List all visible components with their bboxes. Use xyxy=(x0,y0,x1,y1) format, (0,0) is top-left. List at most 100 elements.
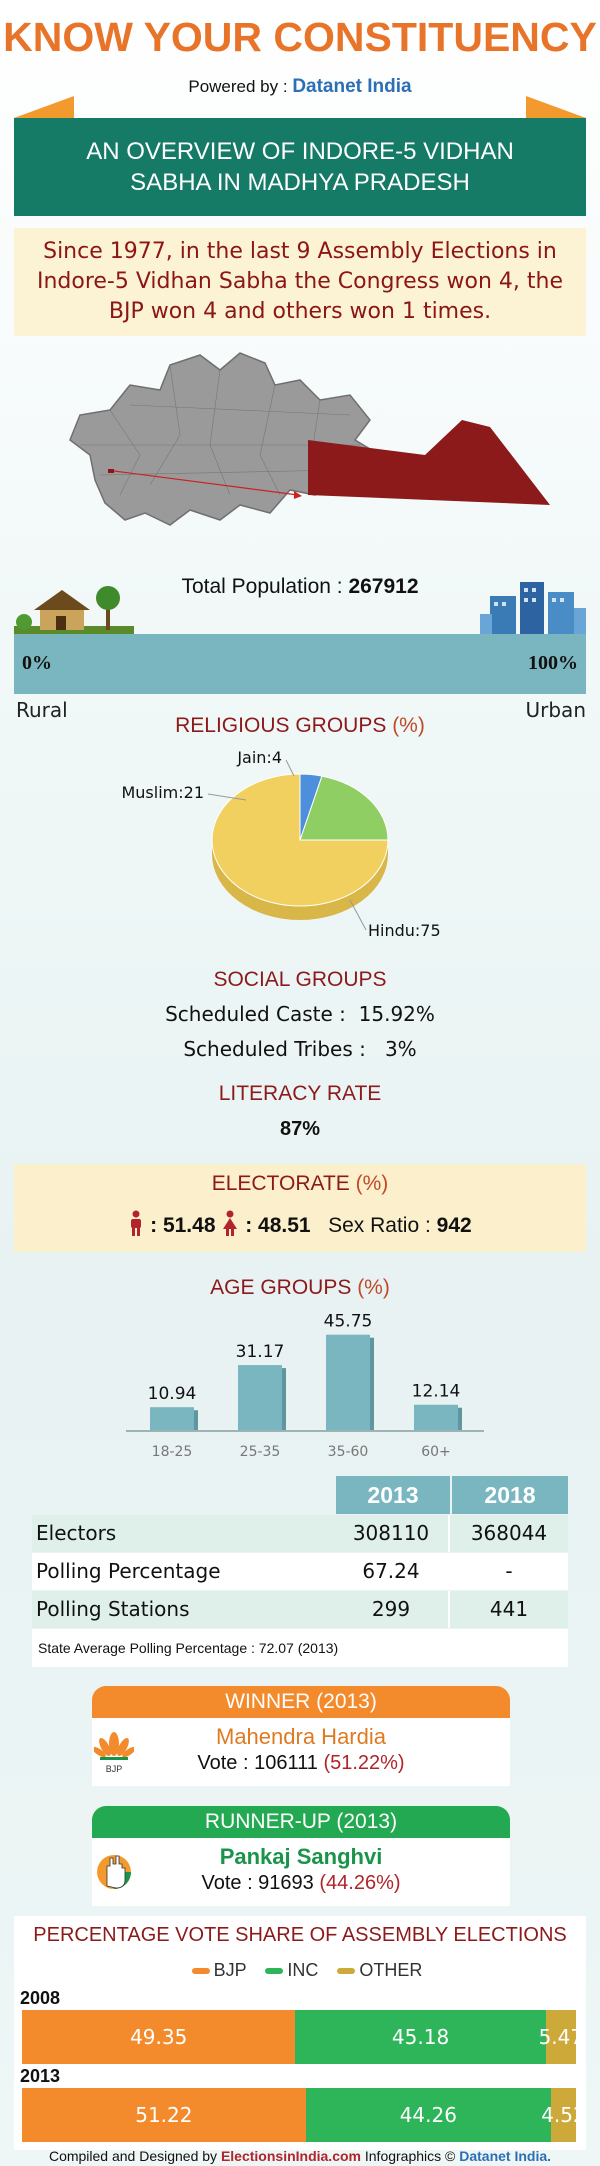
age-value-label: 10.94 xyxy=(148,1384,197,1404)
runner-up-vote-label: Vote : 91693 xyxy=(201,1872,320,1894)
runner-up-year: (2013) xyxy=(336,1810,398,1833)
state-map-illustration xyxy=(69,352,550,526)
table-row: Polling Stations 299 441 xyxy=(32,1591,568,1628)
row-value-2013: 67.24 xyxy=(334,1553,450,1590)
religious-heading-unit: (%) xyxy=(392,714,425,737)
election-summary: Since 1977, in the last 9 Assembly Elect… xyxy=(14,228,586,336)
powered-by: Powered by : Datanet India xyxy=(0,76,600,98)
row-value-2018: - xyxy=(505,1559,513,1583)
age-heading-text: AGE GROUPS xyxy=(210,1276,352,1299)
age-groups-heading: AGE GROUPS (%) xyxy=(0,1276,600,1300)
vote-share-bar-2013: 51.22 44.26 4.52 xyxy=(22,2088,586,2142)
winner-card: WINNER (2013) BJP Mahendra Hardia Vote :… xyxy=(92,1686,510,1786)
age-bars: 10.94 18-25 31.17 25-35 45.75 35-60 12.14 60+ xyxy=(126,1312,484,1460)
age-bar-shade xyxy=(282,1368,286,1430)
lotus-icon: BJP xyxy=(94,1732,134,1774)
st-label: Scheduled Tribes : xyxy=(183,1037,366,1061)
row-value-2018: 441 xyxy=(489,1597,529,1621)
rural-urban-bar xyxy=(14,634,586,694)
legend-swatch-bjp xyxy=(191,1968,210,1975)
elections-in-india-link[interactable]: ElectionsinIndia.com xyxy=(220,2148,361,2164)
winner-body: BJP Mahendra Hardia Vote : 106111 (51.22… xyxy=(92,1718,510,1786)
literacy-heading: LITERACY RATE xyxy=(218,1082,382,1105)
legend-swatch-inc xyxy=(265,1968,284,1975)
pie-slice-muslim xyxy=(299,775,389,841)
runner-up-header: RUNNER-UP (2013) xyxy=(92,1806,510,1838)
winner-year: (2013) xyxy=(316,1690,377,1713)
elections-table: 2013 2018 Electors 308110 368044 Polling… xyxy=(32,1476,568,1667)
row-label: Polling Stations xyxy=(36,1597,190,1621)
runner-up-card: RUNNER-UP (2013) Pankaj Sanghvi Vote : 9… xyxy=(92,1806,510,1906)
age-groups-bar-chart: 10.94 18-25 31.17 25-35 45.75 35-60 12.14 60+ xyxy=(126,1312,484,1460)
footer-prefix: Compiled and Designed by xyxy=(48,2148,221,2164)
vote-segment-bjp-2008: 49.35 xyxy=(22,2010,296,2064)
winner-vote-label: Vote : 106111 xyxy=(197,1752,324,1774)
sex-ratio-label: Sex Ratio : xyxy=(328,1214,437,1237)
row-value-2018: 368044 xyxy=(470,1521,548,1545)
literacy-value: 87% xyxy=(279,1118,321,1140)
age-value-label: 45.75 xyxy=(324,1312,373,1332)
winner-header: WINNER (2013) xyxy=(92,1686,510,1718)
population-value: 267912 xyxy=(348,575,419,598)
age-category-label: 60+ xyxy=(421,1444,451,1460)
powered-prefix: Powered by : xyxy=(188,77,293,96)
vote-segment-bjp-2013: 51.22 xyxy=(22,2088,306,2142)
constituency-shape xyxy=(308,420,550,505)
age-bar-35-60 xyxy=(326,1334,370,1430)
vote-segment-inc-2008: 45.18 xyxy=(295,2010,546,2064)
row-value-2013: 308110 xyxy=(334,1515,450,1552)
electorate-panel xyxy=(14,1164,586,1252)
year-label-2013: 2013 xyxy=(20,2066,61,2086)
male-icon xyxy=(131,1210,142,1236)
footer: Compiled and Designed by ElectionsinIndi… xyxy=(0,2146,600,2166)
bjp-logo-text: BJP xyxy=(106,1764,123,1774)
ribbon-fold-right xyxy=(526,96,586,118)
pie-label-hindu: Hindu:75 xyxy=(368,921,441,940)
urban-city-icon xyxy=(480,582,586,638)
scheduled-caste-row: Scheduled Caste : 15.92% xyxy=(0,1002,600,1026)
pie-label-jain: Jain:4 xyxy=(236,750,282,767)
col-2018-header: 2018 xyxy=(452,1476,568,1514)
datanet-india-link[interactable]: Datanet India. xyxy=(459,2148,552,2164)
age-category-label: 35-60 xyxy=(328,1444,369,1460)
legend-label-inc: INC xyxy=(287,1960,319,1980)
row-value-2013: 299 xyxy=(334,1591,450,1628)
urban-label: Urban xyxy=(525,698,587,722)
ribbon-fold-left xyxy=(14,96,74,118)
legend-label-bjp: BJP xyxy=(213,1960,247,1980)
madhya-pradesh-map xyxy=(69,352,382,526)
runner-up-name: Pankaj Sanghvi xyxy=(219,1844,383,1869)
urban-percent: 100% xyxy=(528,652,578,674)
pie-labels: Hindu:75 Muslim:21 Jain:4 xyxy=(121,750,440,940)
age-bar-shade xyxy=(458,1407,462,1430)
sc-label: Scheduled Caste : xyxy=(165,1002,346,1026)
year-label-2008: 2008 xyxy=(20,1988,61,2008)
runner-up-body: Pankaj Sanghvi Vote : 91693 (44.26%) xyxy=(92,1838,510,1906)
social-groups-heading: SOCIAL GROUPS xyxy=(213,968,387,991)
vote-segment-inc-2013: 44.26 xyxy=(305,2088,551,2142)
total-population: Total Population : 267912 xyxy=(0,575,600,599)
scheduled-tribes-row: Scheduled Tribes : 3% xyxy=(0,1037,600,1061)
electorate-heading-unit: (%) xyxy=(355,1172,389,1195)
table-row: Electors 308110 368044 xyxy=(32,1515,568,1552)
pie-leader-line xyxy=(349,899,367,931)
vote-share-heading: PERCENTAGE VOTE SHARE OF ASSEMBLY ELECTI… xyxy=(33,1924,567,1946)
age-heading-unit: (%) xyxy=(357,1276,390,1299)
pointer-line xyxy=(113,470,299,496)
vote-share-legend: BJP INC OTHER xyxy=(0,1960,600,1981)
pie-leader-line xyxy=(207,793,247,801)
age-bar-60+ xyxy=(414,1404,458,1430)
runner-up-vote: Vote : 91693 (44.26%) xyxy=(92,1872,510,1895)
vote-segment-other-2008: 5.47 xyxy=(539,2010,583,2064)
electorate-line: : 51.48 : 48.51 Sex Ratio : 942 xyxy=(0,1210,600,1238)
brand-link[interactable]: Datanet India xyxy=(292,76,412,97)
row-label: Polling Percentage xyxy=(36,1559,221,1583)
table-row: Polling Percentage 67.24 - xyxy=(32,1553,568,1590)
col-2013-header: 2013 xyxy=(336,1476,450,1514)
runner-up-vote-pct: (44.26%) xyxy=(319,1872,401,1894)
rural-percent: 0% xyxy=(22,652,52,674)
electorate-heading-text: ELECTORATE xyxy=(211,1172,350,1195)
vote-segment-other-2013: 4.52 xyxy=(541,2088,586,2142)
sex-ratio-value: 942 xyxy=(436,1214,472,1237)
female-percent: : 48.51 xyxy=(245,1214,311,1237)
